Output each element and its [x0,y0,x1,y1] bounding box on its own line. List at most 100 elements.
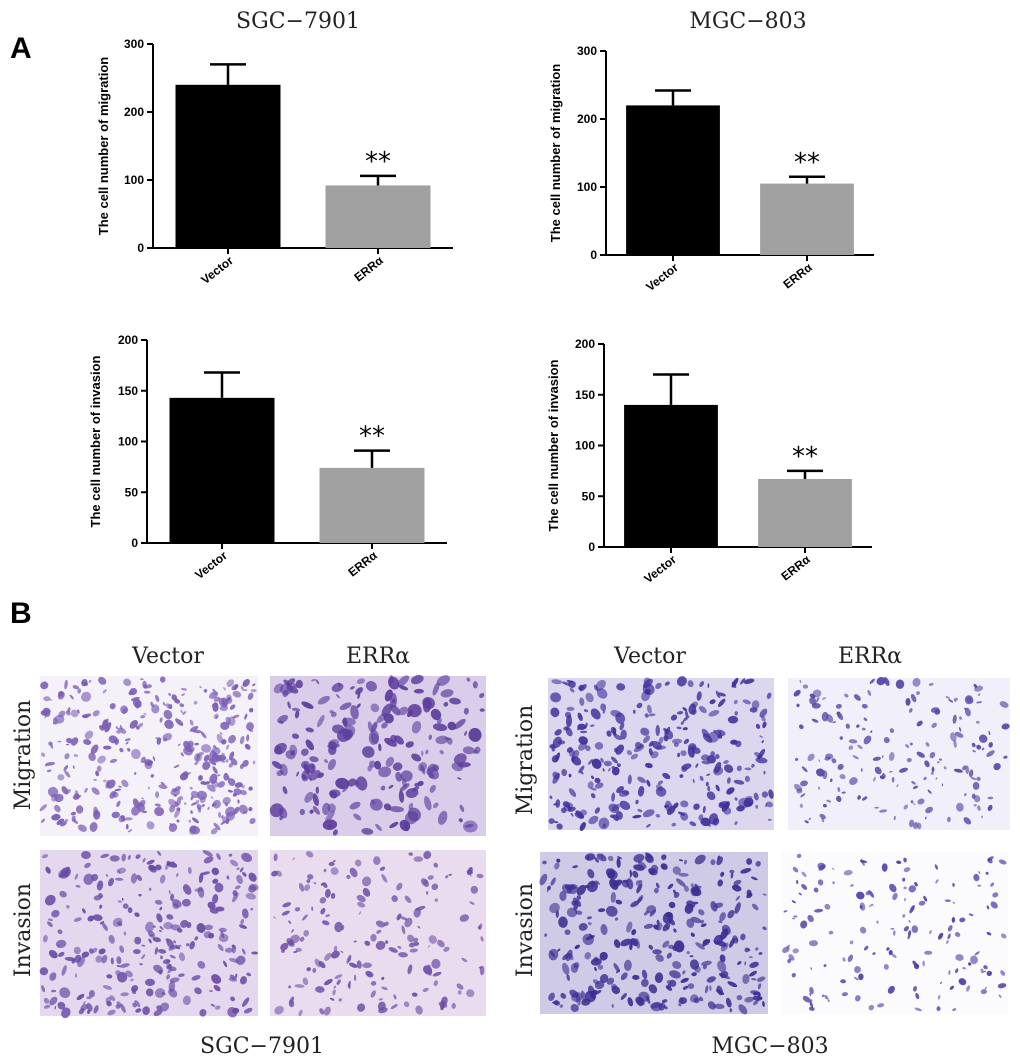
stained-cell [216,774,221,777]
stained-cell [698,909,705,916]
stained-cell [146,821,155,830]
stained-cell [235,973,238,979]
b-mgc-title: MGC−803 [711,1034,828,1059]
stained-cell [169,955,176,959]
stained-cell [683,738,690,745]
stained-cell [433,980,439,987]
stained-cell [405,741,414,748]
stained-cell [726,777,731,784]
stained-cell [554,729,562,736]
stained-cell [90,744,99,755]
stained-cell [652,949,662,955]
stained-cell [882,773,886,779]
stained-cell [127,854,131,860]
bar [760,183,854,255]
stained-cell [219,731,223,735]
stained-cell [807,753,815,762]
stained-cell [125,741,129,745]
stained-cell [912,677,921,687]
stained-cell [958,727,962,732]
stained-cell [41,818,45,823]
stained-cell [181,898,191,907]
stained-cell [570,963,579,973]
stained-cell [733,879,742,886]
stained-cell [125,970,133,978]
stained-cell [139,678,144,681]
stained-cell [241,908,249,919]
stained-cell [766,692,772,700]
stained-cell [826,714,834,723]
stained-cell [211,867,220,876]
stained-cell [66,737,73,744]
stained-cell [101,954,108,964]
stained-cell [929,751,936,759]
stained-cell [973,873,980,882]
stained-cell [92,914,103,921]
stained-cell [655,924,662,931]
stained-cell [796,880,799,884]
stained-cell [830,778,833,783]
stained-cell [299,808,306,816]
stained-cell [570,812,574,817]
stained-cell [683,885,689,892]
stained-cell [702,733,713,743]
stained-cell [212,688,216,693]
stained-cell [676,676,687,687]
stained-cell [798,724,804,730]
stained-cell [225,744,230,750]
stained-cell [672,961,682,969]
stained-cell [576,884,587,896]
stained-cell [148,864,157,871]
stained-cell [252,760,256,765]
stained-cell [658,1002,666,1011]
stained-cell [107,1009,116,1016]
stained-cell [42,707,51,715]
stained-cell [304,884,311,892]
stained-cell [163,709,173,720]
stained-cell [802,995,811,1003]
stained-cell [972,750,976,753]
y-tick-label: 150 [118,384,138,398]
stained-cell [378,998,383,1001]
stained-cell [357,1003,366,1012]
stained-cell [821,817,825,823]
stained-cell [142,857,146,863]
stained-cell [824,994,829,1000]
stained-cell [420,764,426,775]
y-tick-label: 300 [124,37,144,51]
stained-cell [688,743,697,751]
stained-cell [58,710,66,718]
stained-cell [64,753,70,760]
stained-cell [225,758,229,763]
stained-cell [953,697,958,702]
stained-cell [430,708,442,721]
stained-cell [975,720,980,724]
stained-cell [157,948,167,954]
stained-cell [435,735,449,745]
stained-cell [194,936,199,941]
stained-cell [827,999,830,1003]
stained-cell [149,887,152,891]
stained-cell [309,756,319,763]
stained-cell [694,854,706,865]
stained-cell [323,1006,331,1016]
micrograph-mgc803-vector-migration [548,676,774,831]
stained-cell [560,992,567,999]
stained-cell [271,760,283,770]
stained-cell [988,742,993,748]
stained-cell [679,774,684,778]
stained-cell [886,947,890,951]
stained-cell [301,914,308,921]
stained-cell [385,756,395,767]
stained-cell [330,867,339,875]
stained-cell [110,957,114,965]
stained-cell [111,791,119,798]
stained-cell [116,965,121,968]
stained-cell [676,711,684,715]
stained-cell [655,954,664,962]
stained-cell [447,721,457,731]
stained-cell [952,883,955,887]
stained-cell [879,809,888,813]
stained-cell [643,677,651,685]
stained-cell [603,760,612,767]
